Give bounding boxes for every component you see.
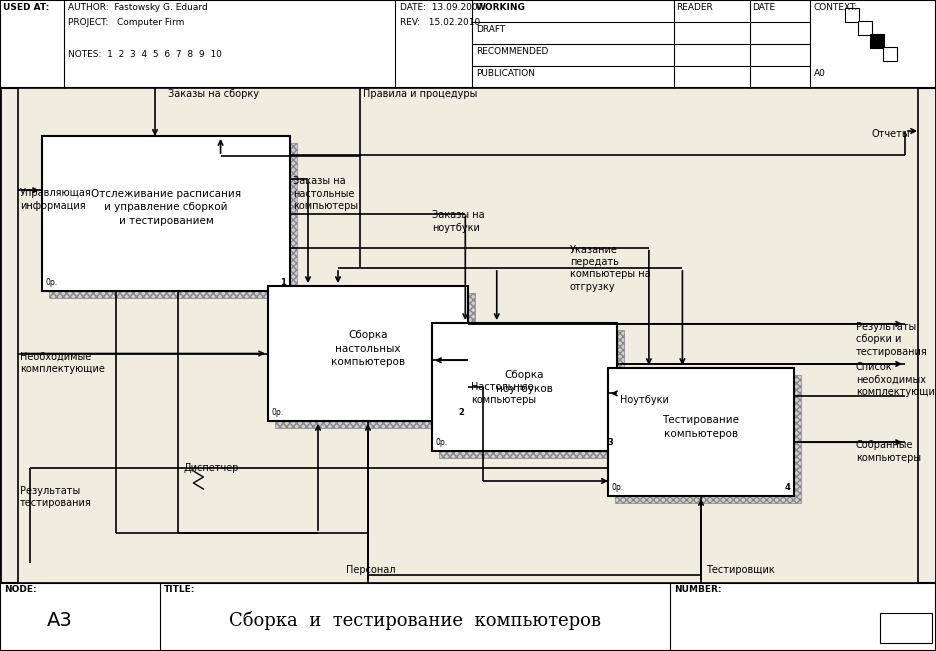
Bar: [608, 368, 794, 496]
Text: A0: A0: [814, 69, 826, 78]
Text: DATE:  13.09.2007: DATE: 13.09.2007: [400, 3, 483, 12]
Text: 0р.: 0р.: [272, 408, 285, 417]
Text: Результаты
тестирования: Результаты тестирования: [20, 486, 92, 508]
Text: DATE: DATE: [752, 3, 775, 12]
Bar: [268, 286, 468, 421]
Text: A3: A3: [47, 611, 73, 630]
Text: PUBLICATION: PUBLICATION: [476, 69, 535, 78]
Bar: [880, 613, 932, 643]
Text: Управляющая
информация: Управляющая информация: [20, 188, 92, 211]
Text: Настольные
компьютеры: Настольные компьютеры: [471, 382, 536, 405]
Text: Отслеживание расписания
и управление сборкой
и тестированием: Отслеживание расписания и управление сбо…: [91, 189, 241, 226]
Text: Тестировщик: Тестировщик: [706, 565, 775, 575]
Text: Сборка  и  тестирование  компьютеров: Сборка и тестирование компьютеров: [229, 611, 601, 630]
Text: REV:   15.02.2010: REV: 15.02.2010: [400, 18, 480, 27]
Bar: [0, 0, 936, 88]
Text: PROJECT:   Computer Firm: PROJECT: Computer Firm: [68, 18, 184, 27]
Text: 2: 2: [458, 408, 464, 417]
Text: RECOMMENDED: RECOMMENDED: [476, 47, 548, 56]
Text: WORKING: WORKING: [476, 3, 526, 12]
Bar: [432, 323, 617, 451]
Text: NUMBER:: NUMBER:: [674, 585, 722, 594]
Text: Список
необходимых
комплектующих: Список необходимых комплектующих: [856, 362, 936, 396]
Text: Сборка
ноутбуков: Сборка ноутбуков: [496, 370, 553, 394]
Text: 1: 1: [280, 278, 286, 287]
Text: READER: READER: [676, 3, 712, 12]
Text: NODE:: NODE:: [4, 585, 37, 594]
Bar: [49, 143, 297, 298]
Text: Отчеты: Отчеты: [872, 129, 911, 139]
Text: 0р.: 0р.: [436, 438, 448, 447]
Text: NOTES:  1  2  3  4  5  6  7  8  9  10: NOTES: 1 2 3 4 5 6 7 8 9 10: [68, 50, 222, 59]
Bar: [42, 136, 290, 291]
Bar: [615, 375, 801, 503]
Text: Заказы на
ноутбуки: Заказы на ноутбуки: [432, 210, 485, 233]
Text: Сборка
настольных
компьютеров: Сборка настольных компьютеров: [331, 330, 405, 367]
Text: TITLE:: TITLE:: [164, 585, 196, 594]
Text: Заказы на
настольные
компьютеры: Заказы на настольные компьютеры: [293, 176, 358, 211]
Bar: [275, 293, 475, 428]
Bar: [883, 47, 897, 61]
Bar: [18, 88, 918, 583]
Text: USED AT:: USED AT:: [3, 3, 50, 12]
Bar: [439, 330, 624, 458]
Text: 0р.: 0р.: [46, 278, 58, 287]
Text: Необходимые
комплектующие: Необходимые комплектующие: [20, 352, 105, 374]
Bar: [870, 34, 884, 48]
Text: Результаты
сборки и
тестирования: Результаты сборки и тестирования: [856, 322, 928, 357]
Text: 4: 4: [784, 483, 790, 492]
Text: 3: 3: [607, 438, 613, 447]
Bar: [0, 583, 936, 651]
Text: CONTEXT:: CONTEXT:: [814, 3, 858, 12]
Text: Персонал: Персонал: [346, 565, 396, 575]
Text: Заказы на сборку: Заказы на сборку: [168, 89, 259, 99]
Text: Диспетчер: Диспетчер: [183, 463, 239, 473]
Text: Собранные
компьютеры: Собранные компьютеры: [856, 440, 921, 463]
Text: Ноутбуки: Ноутбуки: [620, 395, 669, 406]
Bar: [468, 0, 670, 22]
Text: 0р.: 0р.: [612, 483, 624, 492]
Bar: [858, 21, 872, 35]
Text: AUTHOR:  Fastowsky G. Eduard: AUTHOR: Fastowsky G. Eduard: [68, 3, 208, 12]
Text: Тестирование
компьютеров: Тестирование компьютеров: [663, 415, 739, 439]
Bar: [845, 8, 859, 22]
Text: Правила и процедуры: Правила и процедуры: [363, 89, 477, 99]
Text: DRAFT: DRAFT: [476, 25, 505, 34]
Text: Указание
передать
компьютеры на
отгрузку: Указание передать компьютеры на отгрузку: [570, 245, 651, 292]
